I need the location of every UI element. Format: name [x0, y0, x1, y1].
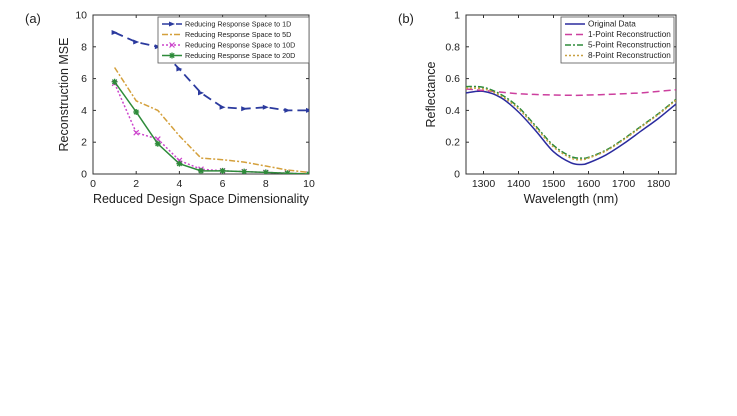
y-tick-label: 2 [81, 137, 87, 149]
legend-entry: 1-Point Reconstruction [588, 30, 671, 39]
data-point [219, 167, 226, 174]
data-point [198, 90, 204, 96]
data-point [176, 66, 183, 72]
x-tick-label: 8 [263, 178, 269, 190]
series-line [113, 81, 309, 174]
legend-box [157, 16, 310, 64]
series-line [466, 88, 676, 97]
panel-label: (b) [398, 11, 414, 26]
legend-entry: Reducing Response Space to 5D [185, 30, 291, 39]
chart-panel-a: (a) 0 2 4 6 8 10 0 2 4 6 8 10 Reduced Design Space Di… [25, 10, 315, 207]
series-line [114, 31, 309, 112]
data-point [198, 167, 204, 174]
data-point [306, 171, 309, 174]
data-point [262, 169, 269, 174]
data-point [306, 107, 309, 113]
chart-panel-b: (b) 1300 1400 1500 1600 1700 1800 0 0.2 0.4 0.6 0.8… [398, 10, 677, 206]
legend-entry: Reducing Response Space to 1D [185, 20, 291, 29]
y-tick-label: 0 [454, 169, 460, 181]
y-tick-label: 0.2 [445, 137, 460, 149]
series-line [113, 67, 309, 174]
x-tick-label: 6 [220, 178, 226, 190]
y-axis-label: Reflectance [424, 61, 438, 127]
data-point [284, 170, 291, 174]
x-axis-label: Reduced Design Space Dimensionality [93, 192, 310, 206]
x-tick-label: 1700 [612, 178, 636, 190]
data-point [219, 104, 226, 110]
data-point [169, 52, 175, 59]
data-point [169, 42, 175, 48]
data-point [241, 168, 248, 174]
legend-entry: Reducing Response Space to 20D [185, 51, 295, 60]
y-axis-label: Reconstruction MSE [57, 38, 71, 152]
x-tick-label: 10 [303, 178, 315, 190]
x-axis-label: Wavelength (nm) [524, 192, 619, 206]
y-tick-label: 6 [81, 73, 87, 85]
data-point [284, 107, 291, 113]
y-tick-label: 10 [75, 10, 87, 22]
x-tick-label: 1300 [472, 178, 496, 190]
data-point [111, 78, 118, 85]
y-tick-label: 0.4 [445, 105, 460, 117]
y-tick-label: 0.8 [445, 41, 460, 53]
x-tick-label: 2 [133, 178, 139, 190]
y-tick-label: 0 [81, 169, 87, 181]
legend-entry: 5-Point Reconstruction [588, 41, 671, 50]
y-tick-label: 8 [81, 41, 87, 53]
plot-area [92, 14, 310, 175]
x-tick-label: 1400 [507, 178, 531, 190]
data-point [176, 160, 183, 167]
x-tick-label: 1600 [577, 178, 601, 190]
data-point [241, 106, 248, 112]
x-tick-label: 1800 [647, 178, 671, 190]
y-tick-label: 0.6 [445, 73, 460, 85]
x-tick-label: 4 [176, 178, 182, 190]
data-point [133, 129, 140, 136]
series-line [466, 85, 676, 160]
legend-entry: Reducing Response Space to 10D [185, 41, 295, 50]
data-point [111, 29, 118, 35]
x-tick-label: 0 [90, 178, 96, 190]
data-point [154, 140, 161, 147]
panel-label: (a) [25, 11, 41, 26]
data-point [133, 39, 140, 45]
x-tick-label: 1500 [542, 178, 566, 190]
series-group [111, 29, 309, 174]
legend-entry: 8-Point Reconstruction [588, 51, 671, 60]
series-line [113, 83, 309, 174]
data-point [262, 104, 269, 110]
series-line [466, 90, 676, 166]
y-tick-label: 1 [454, 10, 460, 22]
series-line [466, 87, 676, 161]
y-tick-label: 4 [81, 105, 87, 117]
series-group [466, 85, 676, 166]
data-point [169, 21, 175, 27]
data-point [133, 108, 140, 115]
plot-area [465, 14, 677, 175]
legend-entry: Original Data [588, 20, 636, 29]
